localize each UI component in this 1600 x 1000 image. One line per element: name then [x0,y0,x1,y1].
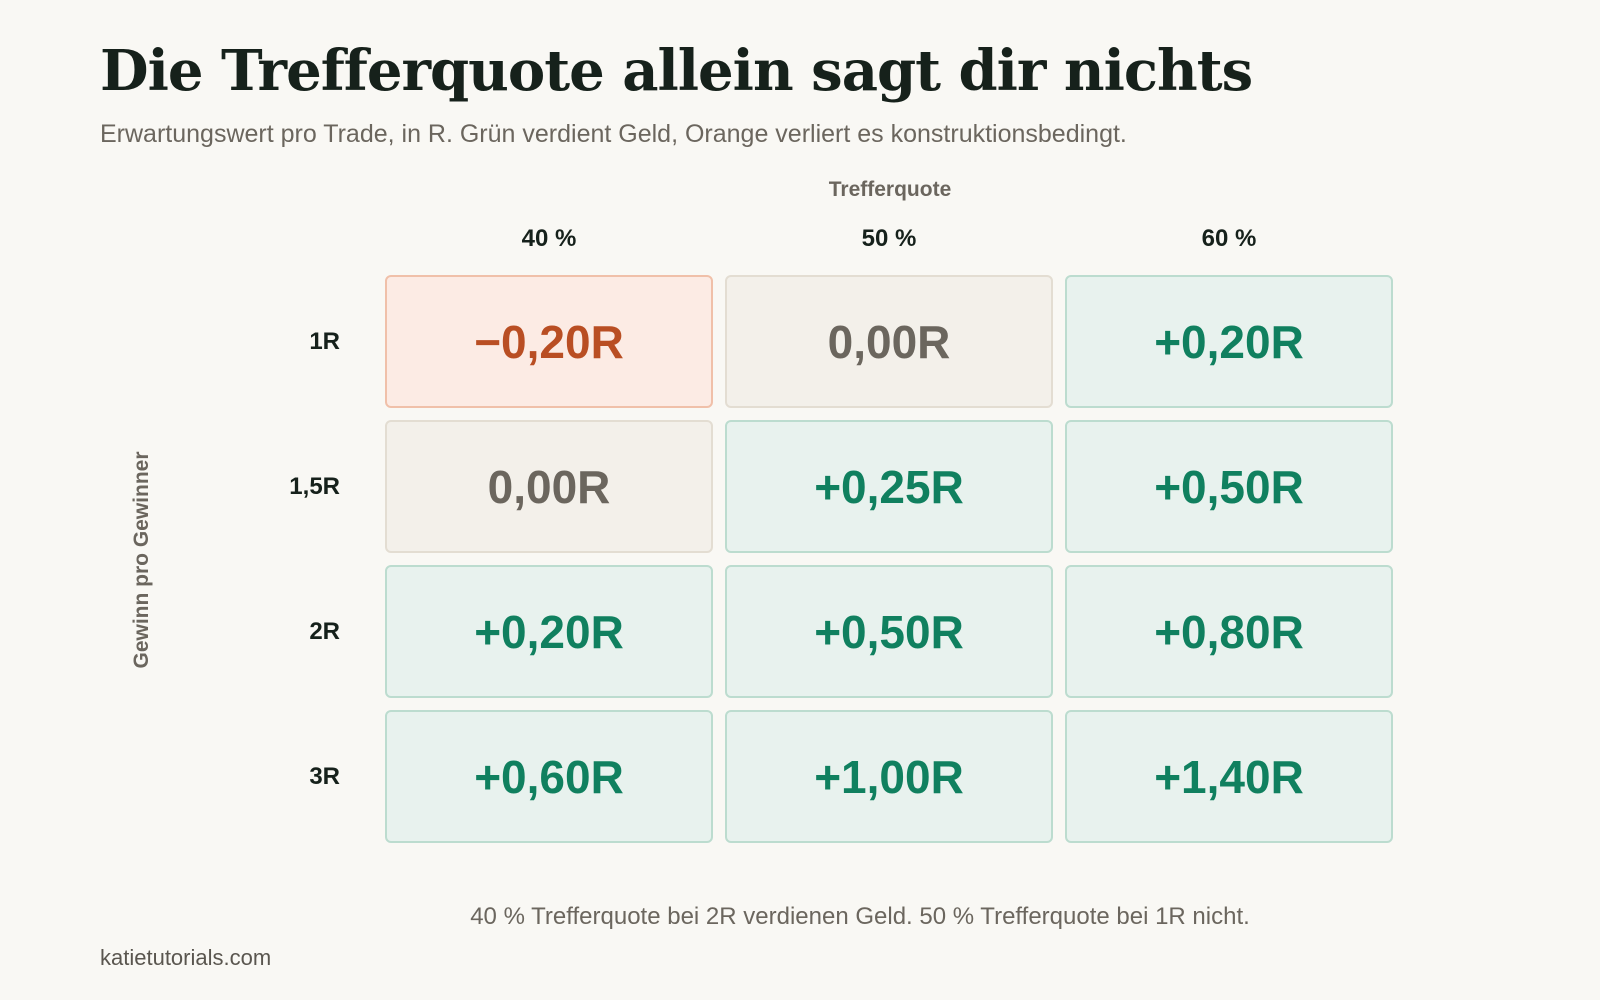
heatmap-cell: +0,20R [1065,275,1393,408]
heatmap-cell: +0,80R [1065,565,1393,698]
x-axis-label: Trefferquote [828,178,952,201]
row-label: 2R [309,618,340,645]
heatmap-cell: +0,60R [385,710,713,843]
heatmap-cell: +0,50R [1065,420,1393,553]
row-label: 1R [309,328,340,355]
heatmap-cell: 0,00R [385,420,713,553]
heatmap-cell: +1,40R [1065,710,1393,843]
heatmap-cell: +0,20R [385,565,713,698]
heatmap-cell: 0,00R [725,275,1053,408]
heatmap-cell: +1,00R [725,710,1053,843]
column-label: 40 % [521,225,577,252]
heatmap-cell: +0,50R [725,565,1053,698]
chart-subtitle: Erwartungswert pro Trade, in R. Grün ver… [100,120,1127,148]
source-credit: katietutorials.com [100,945,272,970]
chart-note: 40 % Trefferquote bei 2R verdienen Geld.… [470,903,1250,930]
heatmap-cell: −0,20R [385,275,713,408]
row-label: 3R [309,763,340,790]
chart-title: Die Trefferquote allein sagt dir nichts [100,38,1253,104]
column-label: 60 % [1201,225,1257,252]
column-label: 50 % [861,225,917,252]
heatmap-cell: +0,25R [725,420,1053,553]
row-label: 1,5R [289,473,340,500]
